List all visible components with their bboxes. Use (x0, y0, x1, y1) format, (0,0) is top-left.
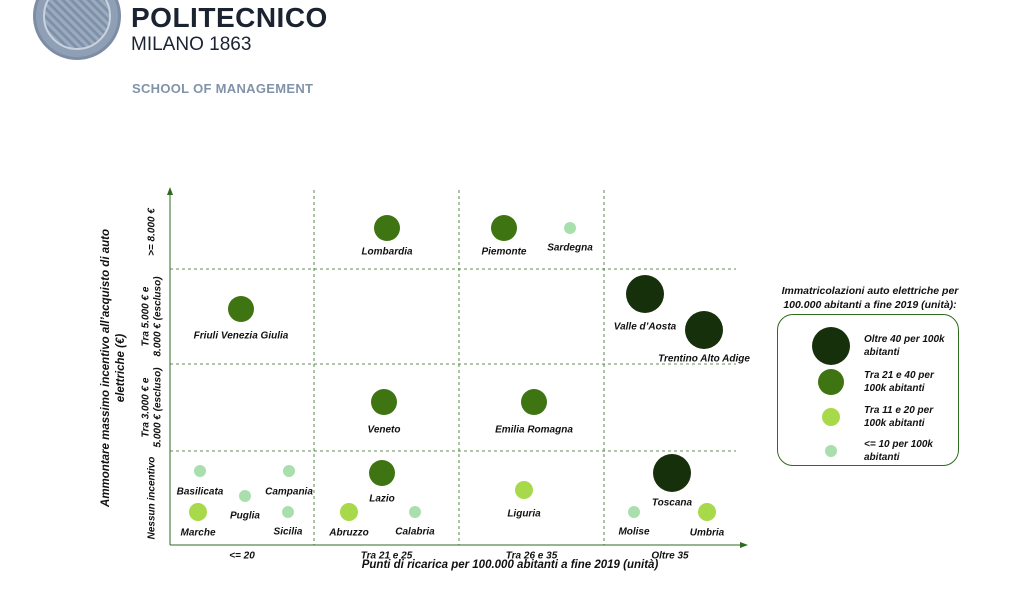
brand-name: POLITECNICO (131, 2, 328, 33)
y-axis-title: Ammontare massimo incentivo all’acquisto… (100, 229, 127, 508)
bubble-label: Friuli Venezia Giulia (194, 330, 289, 341)
bubble-label: Puglia (230, 510, 260, 521)
legend-swatch (812, 327, 850, 365)
x-tick-label: Tra 21 e 25 (361, 550, 413, 561)
x-tick-label: <= 20 (229, 550, 255, 561)
school-name: SCHOOL OF MANAGEMENT (132, 81, 314, 96)
bubble-lazio (369, 460, 395, 486)
bubble-label: Basilicata (177, 486, 224, 497)
bubble-label: Sicilia (274, 526, 303, 537)
bubble-veneto (371, 389, 397, 415)
y-tick-label-line: 8.000 € (escluso) (153, 276, 164, 357)
legend-label: Tra 21 e 40 per 100k abitanti (864, 370, 934, 394)
bubble-molise (628, 506, 640, 518)
bubble-emilia-romagna (521, 389, 547, 415)
legend-title: Immatricolazioni auto elettriche per 100… (781, 285, 959, 311)
y-tick-label: >= 8.000 € (147, 208, 158, 256)
bubble-trentino-alto-adige (685, 311, 723, 349)
bubble-label: Emilia Romagna (495, 424, 573, 435)
x-tick-label: Tra 26 e 35 (506, 550, 558, 561)
bubble-label: Toscana (652, 497, 693, 508)
bubble-valle-d-aosta (626, 275, 664, 313)
x-axis-arrow (740, 542, 748, 548)
bubble-label: Calabria (395, 526, 435, 537)
legend-label: Tra 11 e 20 per 100k abitanti (864, 405, 934, 429)
bubble-label: Molise (618, 526, 650, 537)
bubble-umbria (698, 503, 716, 521)
bubble-basilicata (194, 465, 206, 477)
legend-box (777, 314, 959, 466)
brand-subtitle: MILANO 1863 (131, 34, 252, 55)
y-tick-label: Tra 5.000 € e 8.000 € (escluso) (141, 276, 164, 357)
bubble-abruzzo (340, 503, 358, 521)
bubble-label: Sardegna (547, 242, 593, 253)
bubble-label: Valle d’Aosta (614, 321, 677, 332)
bubble-sicilia (282, 506, 294, 518)
bubble-piemonte (491, 215, 517, 241)
bubble-puglia (239, 490, 251, 502)
bubble-sardegna (564, 222, 576, 234)
y-axis-title-line: elettriche (€) (115, 334, 127, 403)
y-tick-label: Nessun incentivo (147, 457, 158, 540)
bubble-label: Lazio (369, 493, 395, 504)
bubble-friuli-venezia-giulia (228, 296, 254, 322)
legend-swatch (822, 408, 840, 426)
bubble-marche (189, 503, 207, 521)
y-tick-label-line: >= 8.000 € (147, 208, 158, 256)
y-tick-label-line: Nessun incentivo (147, 457, 158, 540)
bubble-lombardia (374, 215, 400, 241)
bubble-label: Umbria (690, 527, 725, 538)
bubble-label: Trentino Alto Adige (658, 353, 750, 364)
y-tick-label-line: Tra 5.000 € e (141, 286, 152, 346)
legend-item: <= 10 per 100k abitanti (825, 438, 954, 464)
bubble-label: Abruzzo (328, 527, 368, 538)
bubble-campania (283, 465, 295, 477)
y-axis-arrow (167, 187, 173, 195)
bubble-label: Liguria (507, 508, 541, 519)
bubble-label: Piemonte (481, 246, 526, 257)
y-axis-title-line: Ammontare massimo incentivo all’acquisto… (100, 229, 112, 508)
legend-item: Tra 21 e 40 per 100k abitanti (818, 369, 954, 395)
legend-label: Oltre 40 per 100k abitanti (864, 334, 945, 358)
legend-item: Tra 11 e 20 per 100k abitanti (822, 404, 954, 430)
bubble-label: Campania (265, 486, 313, 497)
y-tick-label-line: 5.000 € (escluso) (153, 367, 164, 448)
x-axis-title: Punti di ricarica per 100.000 abitanti a… (362, 559, 659, 571)
bubble-label: Marche (180, 527, 215, 538)
legend-item: Oltre 40 per 100k abitanti (812, 327, 954, 365)
bubble-toscana (653, 454, 691, 492)
bubble-label: Veneto (368, 424, 401, 435)
bubble-label: Lombardia (361, 246, 413, 257)
x-tick-label: Oltre 35 (651, 550, 689, 561)
bubble-liguria (515, 481, 533, 499)
y-tick-label: Tra 3.000 € e 5.000 € (escluso) (141, 367, 164, 448)
y-tick-label-line: Tra 3.000 € e (141, 377, 152, 437)
legend-swatch (825, 445, 837, 457)
legend-swatch (818, 369, 844, 395)
legend-label: <= 10 per 100k abitanti (864, 439, 933, 463)
bubble-calabria (409, 506, 421, 518)
